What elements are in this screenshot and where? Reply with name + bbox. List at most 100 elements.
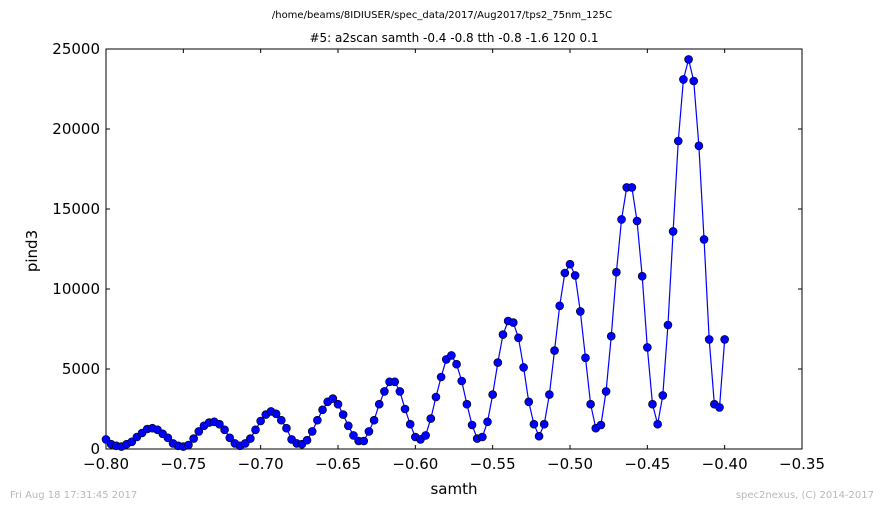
data-point xyxy=(374,399,384,409)
data-point xyxy=(349,431,358,440)
data-point xyxy=(663,320,673,330)
y-tick-label: 20000 xyxy=(52,120,100,138)
data-point xyxy=(601,387,611,396)
data-point xyxy=(555,301,564,311)
data-point xyxy=(612,267,621,277)
data-point xyxy=(534,431,544,441)
data-point xyxy=(637,271,647,281)
data-point xyxy=(524,397,534,407)
data-point xyxy=(689,76,699,86)
x-tick-label: −0.60 xyxy=(392,455,438,473)
data-point xyxy=(617,215,626,224)
x-tick-label: −0.45 xyxy=(624,455,670,473)
data-point xyxy=(282,423,291,433)
x-axis-label: samth xyxy=(430,480,477,498)
data-point xyxy=(395,387,405,396)
x-axis: −0.80 −0.75 −0.70 −0.65 −0.60 −0.55 −0.50 −0.45… xyxy=(83,49,825,473)
y-tick-label: 10000 xyxy=(52,280,100,298)
data-point xyxy=(483,417,492,427)
data-point xyxy=(545,390,554,399)
y-tick-label: 0 xyxy=(90,440,100,458)
data-point xyxy=(246,434,255,443)
data-point xyxy=(715,403,724,412)
data-point xyxy=(643,343,652,352)
data-point xyxy=(380,387,389,396)
data-point xyxy=(271,409,281,419)
data-point xyxy=(452,359,461,369)
data-point xyxy=(457,376,467,386)
data-point xyxy=(421,431,430,440)
data-point xyxy=(699,235,709,244)
data-point xyxy=(276,415,286,425)
data-point xyxy=(225,433,235,443)
data-point xyxy=(673,136,683,146)
data-point xyxy=(220,425,229,435)
data-point xyxy=(720,335,729,344)
data-point xyxy=(668,227,678,236)
y-tick-label: 5000 xyxy=(62,360,100,378)
data-point xyxy=(431,392,441,402)
data-point xyxy=(648,399,657,409)
data-point xyxy=(550,346,559,355)
data-point xyxy=(570,271,580,280)
x-tick-label: −0.75 xyxy=(160,455,206,473)
y-tick-label: 15000 xyxy=(52,200,100,218)
data-point xyxy=(436,372,446,382)
x-tick-label: −0.80 xyxy=(83,455,129,473)
data-point xyxy=(194,427,204,436)
data-point xyxy=(488,390,497,399)
x-tick-label: −0.70 xyxy=(238,455,284,473)
data-point xyxy=(478,432,487,442)
data-point xyxy=(508,318,518,327)
data-point xyxy=(333,399,343,409)
data-point xyxy=(462,399,472,409)
data-point xyxy=(653,419,662,429)
data-point xyxy=(405,419,415,429)
data-point xyxy=(514,333,523,343)
data-point xyxy=(694,141,704,151)
data-point xyxy=(189,434,198,443)
data-point xyxy=(184,440,193,450)
data-point xyxy=(307,427,317,436)
figure-suptitle: /home/beams/8IDIUSER/spec_data/2017/Aug2… xyxy=(272,10,612,21)
data-point xyxy=(251,425,260,435)
data-point xyxy=(369,415,379,425)
data-point xyxy=(364,427,374,436)
data-point xyxy=(596,420,606,430)
data-point xyxy=(359,436,369,446)
chart-title: #5: a2scan samth -0.4 -0.8 tth -0.8 -1.6… xyxy=(309,31,598,45)
data-point xyxy=(163,433,173,443)
data-point xyxy=(498,330,508,339)
data-point xyxy=(627,183,637,192)
data-point xyxy=(576,307,585,316)
data-point xyxy=(565,259,575,269)
data-point xyxy=(519,363,528,372)
x-tick-label: −0.50 xyxy=(547,455,593,473)
x-tick-label: −0.40 xyxy=(702,455,748,473)
data-point xyxy=(539,419,549,429)
x-tick-label: −0.65 xyxy=(315,455,361,473)
y-axis: 0 5000 10000 15000 20000 25000 xyxy=(52,40,802,458)
data-point xyxy=(318,405,327,415)
data-point xyxy=(560,268,570,278)
data-point xyxy=(632,216,642,226)
data-point xyxy=(467,420,477,430)
x-tick-label: −0.35 xyxy=(779,455,825,473)
data-point xyxy=(426,414,436,423)
data-point xyxy=(606,331,616,341)
data-point xyxy=(447,351,456,360)
data-point xyxy=(529,419,539,429)
plot-frame xyxy=(105,48,803,450)
data-point xyxy=(581,353,590,363)
data-point xyxy=(684,55,693,64)
data-point xyxy=(493,358,503,367)
data-point xyxy=(302,435,312,445)
data-point xyxy=(338,410,348,419)
data-point xyxy=(256,416,265,426)
y-tick-label: 25000 xyxy=(52,40,100,58)
series-layer xyxy=(101,55,729,451)
data-point xyxy=(586,399,595,409)
footer-timestamp: Fri Aug 18 17:31:45 2017 xyxy=(10,490,137,501)
footer-credit: spec2nexus, (C) 2014-2017 xyxy=(736,490,874,501)
